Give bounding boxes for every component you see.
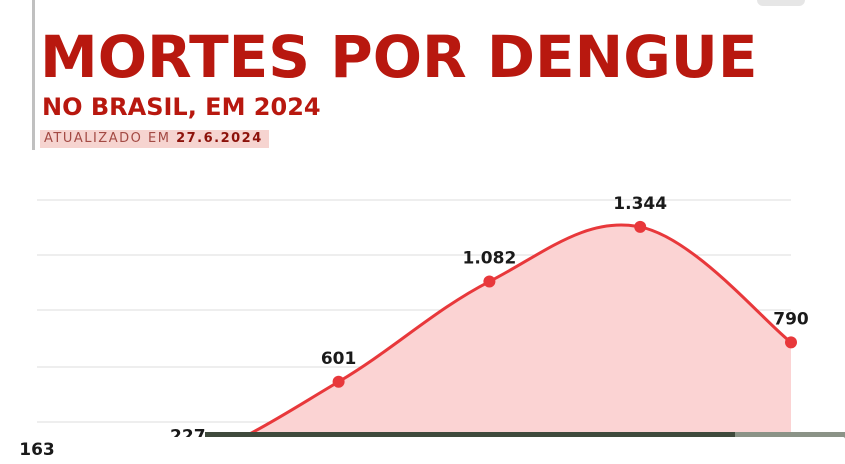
chart-title: MORTES POR DENGUE: [40, 23, 758, 91]
data-point-2: [332, 375, 345, 388]
data-label-5: 790: [773, 309, 809, 329]
data-label-2: 601: [321, 349, 357, 369]
updated-prefix: ATUALIZADO EM: [44, 131, 171, 146]
data-label-4: 1.344: [613, 194, 667, 214]
corner-mark: [757, 0, 805, 6]
area-fill: [37, 225, 791, 464]
updated-date: 27.6.2024: [176, 131, 263, 146]
data-point-4: [634, 220, 647, 233]
data-point-5: [785, 336, 797, 349]
left-rule: [32, 0, 35, 150]
chart-subtitle: NO BRASIL, EM 2024: [42, 93, 321, 121]
updated-badge: ATUALIZADO EM 27.6.2024: [40, 130, 269, 148]
data-label-3: 1.082: [463, 249, 517, 269]
data-label-0: 163: [19, 440, 55, 460]
overlay-card: [118, 437, 845, 464]
data-point-3: [483, 275, 496, 288]
